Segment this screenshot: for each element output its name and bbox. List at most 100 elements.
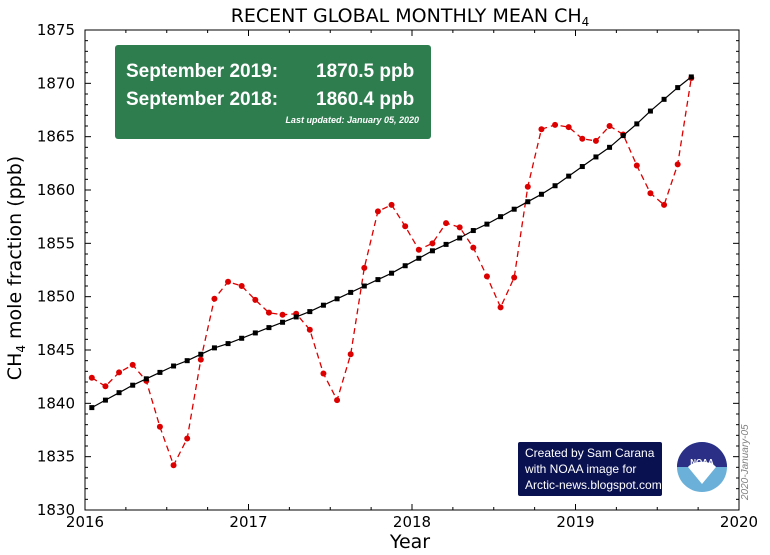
x-tick-label: 2020 bbox=[720, 513, 758, 531]
trend-point bbox=[416, 255, 422, 261]
axis-ticks: 1830 1835 1840 1845 1850 1855 1860 1865 1870 1875… bbox=[37, 21, 758, 531]
monthly-point bbox=[88, 374, 95, 381]
y-axis-title: CH4 mole fraction (ppb) bbox=[4, 156, 28, 380]
monthly-point bbox=[306, 326, 313, 333]
monthly-point bbox=[197, 356, 204, 363]
y-tick-label: 1865 bbox=[37, 128, 75, 146]
monthly-point bbox=[265, 309, 272, 316]
y-tick-label: 1835 bbox=[37, 448, 75, 466]
trend-point bbox=[457, 235, 463, 241]
monthly-point bbox=[538, 126, 545, 133]
monthly-point bbox=[456, 224, 463, 231]
trend-point bbox=[511, 206, 517, 212]
credit-line-1: Created by Sam Carana bbox=[525, 446, 655, 460]
monthly-point bbox=[361, 264, 368, 271]
trend-point bbox=[320, 302, 326, 308]
trend-point bbox=[375, 277, 381, 283]
credit-line-2: with NOAA image for bbox=[525, 462, 637, 476]
trend-point bbox=[334, 296, 340, 302]
chart-title: RECENT GLOBAL MONTHLY MEAN CH4 bbox=[231, 5, 590, 29]
trend-point bbox=[661, 96, 667, 102]
info-row-2018: September 2018: 1860.4 ppb bbox=[126, 89, 414, 111]
trend-point bbox=[143, 376, 149, 382]
trend-point bbox=[688, 74, 694, 80]
monthly-point bbox=[211, 295, 218, 302]
trend-point bbox=[89, 405, 95, 411]
trend-point bbox=[552, 183, 558, 189]
info-value-2019: 1870.5 ppb bbox=[316, 61, 415, 82]
noaa-logo-icon: NOAA bbox=[677, 442, 727, 492]
info-label-2019: September 2019: bbox=[126, 61, 279, 82]
monthly-point bbox=[116, 369, 123, 376]
trend-point bbox=[225, 341, 231, 347]
info-row-2019: September 2019: 1870.5 ppb bbox=[126, 61, 414, 83]
monthly-point bbox=[388, 201, 395, 208]
trend-point bbox=[647, 108, 653, 114]
monthly-point bbox=[374, 208, 381, 215]
monthly-point bbox=[129, 361, 136, 368]
x-tick-label: 2017 bbox=[229, 513, 267, 531]
trend-point bbox=[620, 133, 626, 139]
monthly-point bbox=[606, 123, 613, 129]
monthly-point bbox=[524, 183, 531, 190]
trend-point bbox=[280, 319, 286, 325]
y-tick-label: 1855 bbox=[37, 234, 75, 252]
svg-text:NOAA: NOAA bbox=[690, 458, 714, 467]
monthly-point bbox=[170, 462, 177, 469]
monthly-point bbox=[415, 246, 422, 253]
series-layer bbox=[88, 74, 695, 469]
trend-point bbox=[157, 369, 163, 375]
trend-point bbox=[361, 283, 367, 289]
monthly-point bbox=[402, 223, 409, 230]
monthly-point bbox=[347, 351, 354, 358]
x-tick-label: 2016 bbox=[66, 513, 104, 531]
trend-point bbox=[266, 325, 272, 331]
trend-point bbox=[389, 270, 395, 276]
y-tick-label: 1830 bbox=[37, 501, 75, 519]
info-value-2018: 1860.4 ppb bbox=[316, 89, 415, 110]
trend-point bbox=[484, 221, 490, 227]
trend-point bbox=[566, 173, 572, 179]
monthly-point bbox=[674, 161, 681, 168]
monthly-point bbox=[156, 423, 163, 430]
trend-point bbox=[348, 289, 354, 295]
monthly-point bbox=[184, 435, 191, 442]
trend-point bbox=[593, 154, 599, 160]
x-tick-label: 2019 bbox=[556, 513, 594, 531]
monthly-point bbox=[225, 278, 232, 285]
info-label-2018: September 2018: bbox=[126, 89, 279, 110]
last-updated-text: Last updated: January 05, 2020 bbox=[285, 115, 419, 125]
credit-line-3: Arctic-news.blogspot.com bbox=[525, 478, 662, 492]
monthly-point bbox=[592, 137, 599, 144]
trend-point bbox=[579, 164, 585, 170]
monthly-point bbox=[429, 240, 436, 247]
trend-point bbox=[198, 351, 204, 357]
trend-point bbox=[293, 314, 299, 320]
info-box: September 2019: 1870.5 ppb September 201… bbox=[115, 45, 431, 139]
monthly-point bbox=[647, 190, 654, 197]
y-tick-label: 1860 bbox=[37, 181, 75, 199]
trend-point bbox=[307, 309, 313, 315]
trend-point bbox=[525, 199, 531, 205]
trend-point bbox=[130, 382, 136, 388]
monthly-point bbox=[483, 273, 490, 280]
trend-point bbox=[184, 358, 190, 364]
monthly-point bbox=[320, 370, 327, 377]
trend-point bbox=[538, 191, 544, 197]
monthly-point bbox=[552, 121, 559, 128]
monthly-point bbox=[102, 383, 109, 390]
monthly-point bbox=[579, 135, 586, 142]
monthly-point bbox=[334, 397, 341, 404]
monthly-point bbox=[252, 296, 259, 303]
trend-point bbox=[171, 363, 177, 369]
monthly-point bbox=[443, 220, 450, 227]
credit-box: Created by Sam Carana with NOAA image fo… bbox=[518, 442, 662, 496]
trend-point bbox=[675, 85, 681, 91]
trend-point bbox=[252, 330, 258, 336]
monthly-point bbox=[633, 162, 640, 169]
trend-point bbox=[607, 144, 613, 150]
y-tick-label: 1870 bbox=[37, 74, 75, 92]
y-tick-label: 1875 bbox=[37, 21, 75, 39]
y-tick-label: 1840 bbox=[37, 394, 75, 412]
